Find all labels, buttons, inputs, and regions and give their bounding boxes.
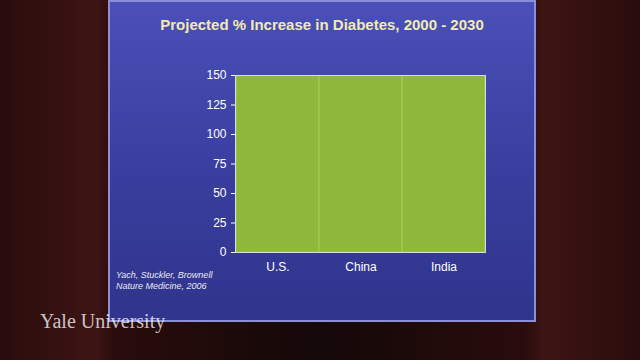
html-text:Yach, Stuckler, Brownell: Yach, Stuckler, Brownell xyxy=(116,270,213,280)
svg-text:100: 100 xyxy=(206,127,226,141)
svg-text:50: 50 xyxy=(213,186,227,200)
svg-text:75: 75 xyxy=(213,157,227,171)
html-text:Projected % Increase in Diabet: Projected % Increase in Diabetes, 2000 -… xyxy=(160,16,484,33)
svg-text:China: China xyxy=(345,260,377,274)
svg-text:150: 150 xyxy=(206,68,226,82)
html-text:Yale University: Yale University xyxy=(40,310,166,332)
svg-text:25: 25 xyxy=(213,216,227,230)
svg-text:0: 0 xyxy=(220,245,227,259)
html-text:Nature Medicine, 2006: Nature Medicine, 2006 xyxy=(116,281,207,291)
svg-text:125: 125 xyxy=(206,98,226,112)
svg-text:U.S.: U.S. xyxy=(266,260,289,274)
svg-text:India: India xyxy=(431,260,457,274)
